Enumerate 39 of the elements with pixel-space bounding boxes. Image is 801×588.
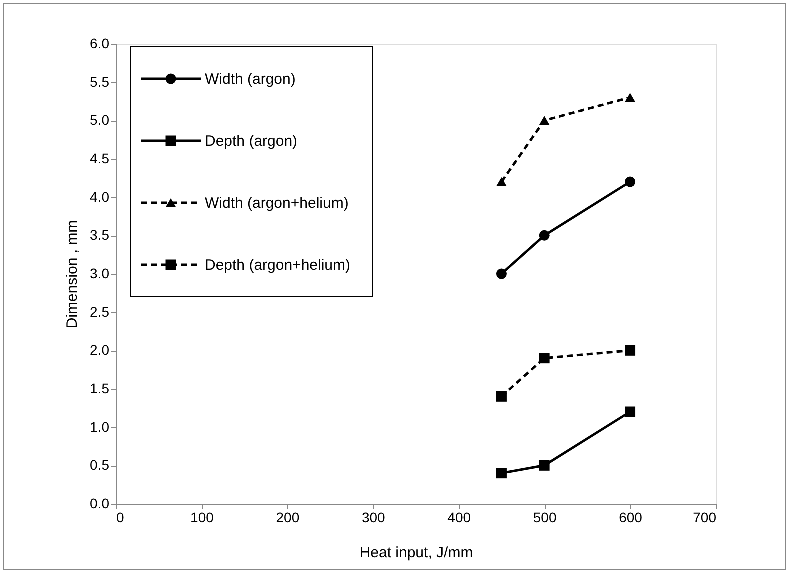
legend-label: Width (argon) bbox=[205, 71, 296, 88]
x-tick-label: 400 bbox=[448, 510, 472, 526]
x-tick-label: 0 bbox=[116, 510, 124, 526]
y-tick-label: 2.0 bbox=[90, 342, 110, 358]
y-tick-label: 1.5 bbox=[90, 380, 110, 396]
y-tick-label: 4.5 bbox=[90, 150, 110, 166]
x-tick-label: 600 bbox=[619, 510, 643, 526]
x-tick-label: 700 bbox=[693, 510, 717, 526]
y-tick-label: 2.5 bbox=[90, 304, 110, 320]
legend-label: Width (argon+helium) bbox=[205, 195, 349, 212]
x-tick-label: 500 bbox=[533, 510, 557, 526]
point bbox=[625, 345, 636, 356]
legend-label: Depth (argon) bbox=[205, 133, 298, 150]
y-tick-label: 6.0 bbox=[90, 36, 110, 52]
y-tick-label: 5.5 bbox=[90, 74, 110, 90]
y-tick-label: 4.0 bbox=[90, 188, 110, 205]
point bbox=[539, 230, 550, 241]
y-axis-title: Dimension , mm bbox=[64, 220, 82, 329]
point bbox=[496, 391, 507, 402]
point bbox=[625, 93, 636, 102]
y-tick-label: 1.0 bbox=[90, 418, 110, 435]
y-tick-label: 3.0 bbox=[90, 266, 110, 282]
x-tick-label: 300 bbox=[362, 510, 386, 526]
point bbox=[496, 468, 507, 479]
x-tick-label: 100 bbox=[190, 510, 214, 526]
y-tick-label: 3.5 bbox=[90, 227, 110, 244]
point bbox=[625, 406, 636, 418]
y-tick-label: 5.0 bbox=[90, 112, 110, 128]
x-axis-title: Heat input, J/mm bbox=[360, 544, 474, 562]
point bbox=[539, 460, 550, 471]
y-tick-label: 0.5 bbox=[90, 457, 110, 474]
legend-label: Depth (argon+helium) bbox=[205, 257, 350, 274]
point bbox=[496, 177, 507, 187]
x-tick-label: 200 bbox=[276, 510, 300, 526]
point bbox=[539, 353, 550, 364]
point bbox=[496, 268, 507, 280]
point bbox=[625, 176, 636, 188]
point bbox=[539, 116, 550, 126]
y-tick-label: 0.0 bbox=[90, 496, 110, 512]
